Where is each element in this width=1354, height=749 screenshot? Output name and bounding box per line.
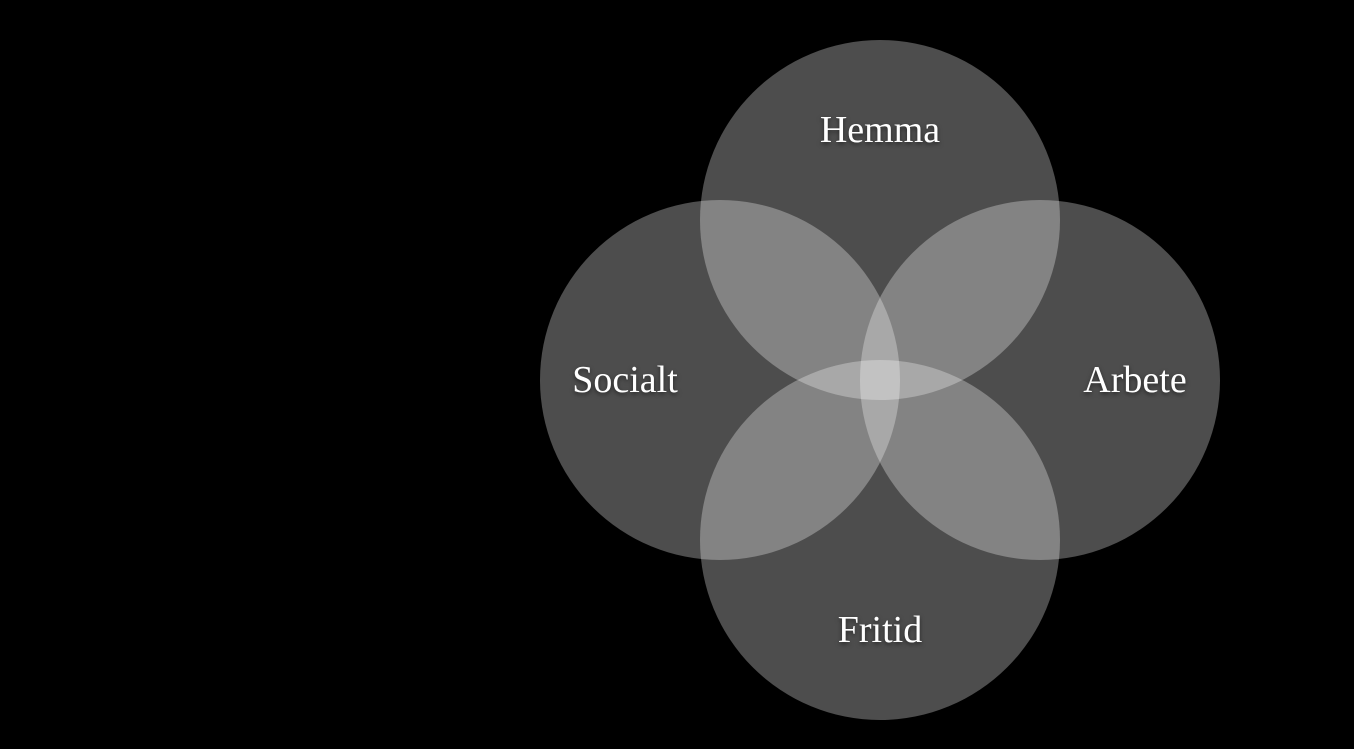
- venn-label-top: Hemma: [820, 108, 940, 152]
- venn-label-bottom: Fritid: [838, 608, 922, 652]
- venn-label-right: Arbete: [1083, 358, 1186, 402]
- venn-label-left: Socialt: [572, 358, 678, 402]
